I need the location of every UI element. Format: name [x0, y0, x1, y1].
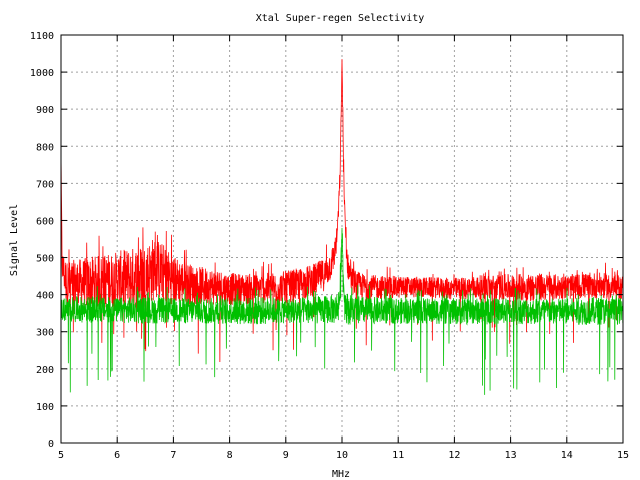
x-axis-label: MHz [332, 469, 350, 480]
x-tick-label: 10 [336, 450, 348, 461]
axis-ticks: 5 6 7 8 9 10 11 12 13 14 15 0 100 200 300 400 500 600 700 8… [30, 31, 629, 461]
y-tick-label: 1100 [30, 31, 54, 42]
x-tick-label: 8 [227, 450, 233, 461]
y-tick-label: 0 [48, 439, 54, 450]
y-tick-label: 200 [36, 365, 54, 376]
x-tick-label: 9 [283, 450, 289, 461]
y-tick-label: 700 [36, 179, 54, 190]
series-2-line [60, 227, 624, 395]
y-tick-label: 300 [36, 328, 54, 339]
chart-title: Xtal Super-regen Selectivity [256, 13, 425, 24]
y-tick-label: 400 [36, 291, 54, 302]
series-group [60, 59, 624, 395]
y-tick-label: 600 [36, 216, 54, 227]
x-tick-label: 13 [505, 450, 517, 461]
y-axis-label: Signal Level [9, 204, 20, 276]
y-tick-label: 900 [36, 105, 54, 116]
x-tick-label: 5 [58, 450, 64, 461]
series-1-line [60, 59, 624, 362]
grid-lines [61, 35, 623, 443]
x-tick-label: 12 [448, 450, 460, 461]
x-tick-label: 6 [114, 450, 120, 461]
x-tick-label: 7 [170, 450, 176, 461]
x-tick-label: 15 [617, 450, 629, 461]
y-tick-label: 500 [36, 254, 54, 265]
x-tick-label: 14 [561, 450, 573, 461]
x-tick-label: 11 [392, 450, 404, 461]
y-tick-label: 800 [36, 142, 54, 153]
y-tick-label: 100 [36, 402, 54, 413]
y-tick-label: 1000 [30, 68, 54, 79]
